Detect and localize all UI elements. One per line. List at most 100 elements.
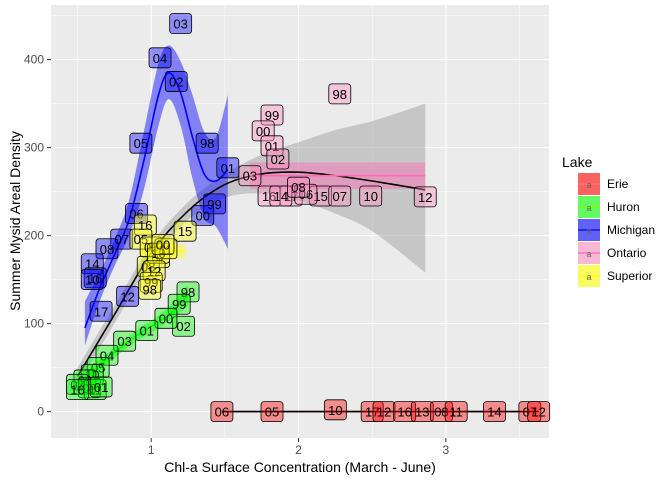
point-label: 00 <box>156 237 170 252</box>
point-label: 00 <box>159 311 173 326</box>
point-michigan: 98 <box>195 132 219 154</box>
point-michigan: 06 <box>125 203 148 224</box>
point-ontario: 07 <box>328 185 352 207</box>
point-label: 99 <box>265 108 279 123</box>
point-michigan: 02 <box>164 71 188 92</box>
point-label: 14 <box>487 405 501 420</box>
point-huron: 01 <box>89 376 113 398</box>
point-label: 03 <box>243 169 257 184</box>
point-label: 12 <box>147 264 161 279</box>
legend-item-erie: a Erie <box>578 173 629 195</box>
legend-item-superior: a Superior <box>578 265 652 287</box>
point-superior: 00 <box>151 233 175 255</box>
point-label: 98 <box>142 282 156 297</box>
point-label: 16 <box>397 405 411 420</box>
point-michigan: 05 <box>129 132 153 154</box>
legend-label: Michigan <box>607 223 655 237</box>
point-erie: 13 <box>410 401 434 422</box>
legend-item-ontario: a Ontario <box>578 242 647 264</box>
minor-gridlines <box>51 5 549 438</box>
x-tick-label: 1 <box>148 443 155 457</box>
point-michigan: 99 <box>203 193 226 215</box>
point-huron: 01 <box>135 320 159 342</box>
point-label: 04 <box>100 348 114 363</box>
point-label: 11 <box>159 242 173 257</box>
point-huron: 03 <box>113 330 137 352</box>
point-michigan: 04 <box>148 47 172 69</box>
point-label: 10 <box>363 189 377 204</box>
point-huron: 02 <box>172 315 196 337</box>
point-erie: 12 <box>527 401 551 422</box>
legend-label: Erie <box>607 177 629 191</box>
point-label: 01 <box>221 161 235 176</box>
legend-item-michigan: a Michigan <box>578 219 655 241</box>
point-label: 02 <box>169 75 183 90</box>
point-ontario: 03 <box>238 165 262 187</box>
point-label: 06 <box>215 405 229 420</box>
point-superior: 98 <box>138 278 162 300</box>
legend-key-glyph: a <box>586 272 591 282</box>
point-label: 98 <box>333 87 347 102</box>
point-ontario: 16 <box>257 185 281 207</box>
point-label: 16 <box>88 271 102 286</box>
point-ontario: 99 <box>260 104 284 126</box>
point-ontario: 14 <box>269 185 293 207</box>
point-huron: 98 <box>176 281 200 303</box>
point-superior: 12 <box>142 260 166 282</box>
legend-key-glyph: a <box>586 249 591 259</box>
point-label: 01 <box>94 380 108 395</box>
point-label: 13 <box>415 405 429 420</box>
major-gridlines <box>51 5 549 438</box>
point-label: 06 <box>129 207 143 222</box>
legend-key-glyph: a <box>586 203 591 213</box>
point-label: 10 <box>328 403 342 418</box>
x-axis-title: Chl-a Surface Concentration (March - Jun… <box>164 459 436 475</box>
point-erie: 05 <box>260 401 284 422</box>
point-label: 12 <box>418 190 432 205</box>
legend: Lake a Erie a Huron a Michigan a Ontario a Superi… <box>562 154 655 287</box>
point-label: 05 <box>265 405 279 420</box>
point-label: 16 <box>262 189 276 204</box>
point-erie: 11 <box>444 401 468 422</box>
legend-key-glyph: a <box>586 226 591 236</box>
point-label: 12 <box>120 289 134 304</box>
point-label: 00 <box>256 124 270 139</box>
point-label: 12 <box>531 405 545 420</box>
point-ontario: 01 <box>260 135 284 157</box>
point-huron: 00 <box>154 307 178 329</box>
point-label: 03 <box>117 334 131 349</box>
point-label: 07 <box>70 377 84 392</box>
legend-label: Superior <box>607 269 652 283</box>
x-tick-label: 3 <box>443 443 450 457</box>
point-ontario: 10 <box>359 185 383 207</box>
smooth-line-michigan <box>84 71 229 329</box>
point-label: 02 <box>176 319 190 334</box>
legend-title: Lake <box>562 154 593 170</box>
point-label: 16 <box>70 383 84 398</box>
x-axis-ticks: 1 2 3 <box>148 438 450 457</box>
point-superior: 15 <box>173 220 197 242</box>
point-michigan: 16 <box>83 267 107 289</box>
point-erie: 14 <box>483 401 506 422</box>
smooth-line-huron <box>76 294 189 388</box>
point-michigan: 17 <box>89 300 113 322</box>
y-tick-label: 100 <box>24 317 44 331</box>
y-tick-label: 300 <box>24 141 44 155</box>
point-label: 05 <box>134 136 148 151</box>
point-label: 08 <box>291 180 305 195</box>
point-label: 01 <box>265 139 279 154</box>
point-ontario: 12 <box>413 186 437 208</box>
point-michigan: 10 <box>80 269 104 290</box>
ribbon-overall <box>77 103 426 386</box>
y-tick-label: 400 <box>24 53 44 67</box>
point-label: 02 <box>271 152 285 167</box>
legend-item-huron: a Huron <box>578 196 640 218</box>
point-label: 07 <box>333 189 347 204</box>
point-label: 99 <box>207 197 221 212</box>
point-label: 14 <box>274 189 288 204</box>
ribbon-michigan <box>84 45 228 346</box>
point-erie: 12 <box>372 401 396 422</box>
point-label: 11 <box>449 405 463 420</box>
